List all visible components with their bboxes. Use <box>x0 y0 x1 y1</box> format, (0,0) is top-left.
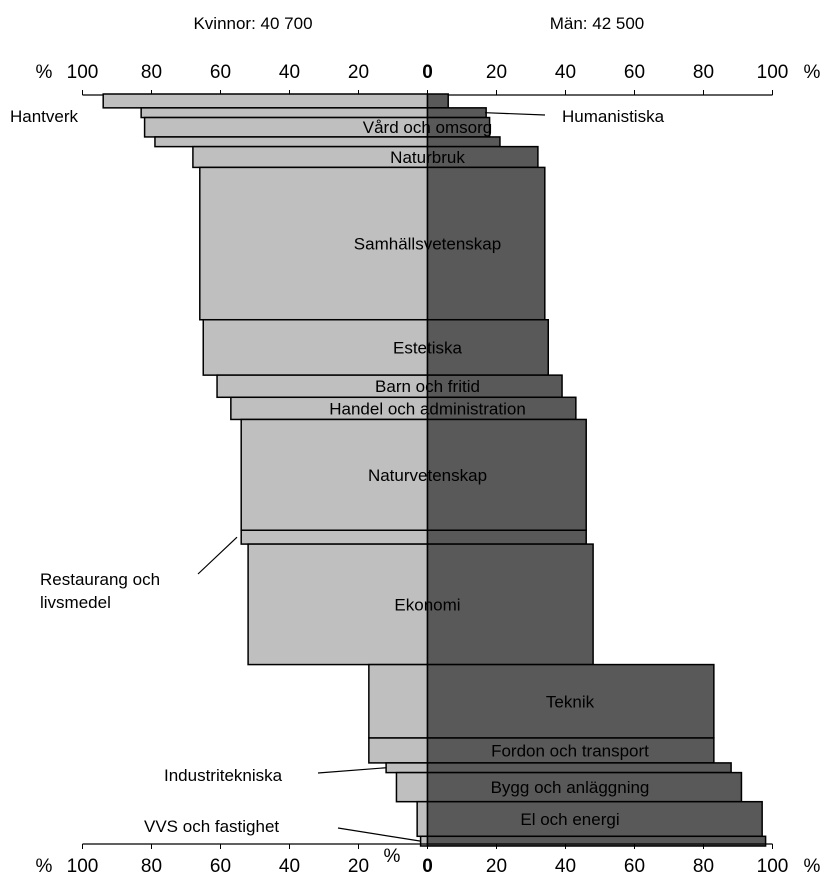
bottom-tick-label-men: 100 <box>757 856 789 877</box>
top-tick-label-zero: 0 <box>422 62 433 83</box>
bar-women <box>385 762 429 774</box>
bar-women <box>102 93 429 109</box>
bar-men <box>426 107 487 119</box>
bar-men <box>426 800 763 838</box>
bottom-tick-label-women: 20 <box>348 856 369 877</box>
bar-label: Handel och administration <box>329 399 526 418</box>
leader-line-humanistiska <box>484 112 546 116</box>
bottom-tick-label-men: 20 <box>486 856 507 877</box>
bottom-tick-label-men: 60 <box>624 856 645 877</box>
bar-men <box>426 543 594 666</box>
bar-women <box>368 737 429 764</box>
bottom-percent-right: % <box>804 856 821 877</box>
top-percent-left: % <box>36 62 53 83</box>
leader-line-industri <box>317 767 387 774</box>
side-label-industritekniska: Industritekniska <box>164 766 283 785</box>
bottom-tick-label-men: 80 <box>693 856 714 877</box>
bar-women <box>240 418 429 531</box>
top-tick-label-women: 20 <box>348 62 369 83</box>
side-label-restaurang-line2: livsmedel <box>40 593 111 612</box>
bar-men <box>426 418 587 531</box>
bar-label: Samhällsvetenskap <box>354 235 501 254</box>
bottom-tick-label-zero: 0 <box>422 856 433 877</box>
bottom-percent-center: % <box>384 846 401 867</box>
side-label-vvs: VVS och fastighet <box>144 817 279 836</box>
bar-label: Naturbruk <box>390 148 465 167</box>
top-tick-label-women: 40 <box>279 62 300 83</box>
labels-group: Vård och omsorg Naturbruk Samhällsvetenska… <box>10 107 665 842</box>
top-tick-label-men: 80 <box>693 62 714 83</box>
bar-men <box>426 737 715 764</box>
top-tick-label-men: 20 <box>486 62 507 83</box>
bottom-tick-label-women: 100 <box>67 856 99 877</box>
bar-men <box>426 663 715 739</box>
bottom-percent-left: % <box>36 856 53 877</box>
leader-line-vvs <box>337 827 421 842</box>
top-tick-label-men: 100 <box>757 62 789 83</box>
side-label-restaurang-line1: Restaurang och <box>40 570 160 589</box>
bar-men <box>426 529 587 545</box>
bottom-tick-label-women: 60 <box>210 856 231 877</box>
bar-label: Bygg och anläggning <box>491 778 650 797</box>
bottom-tick-label-men: 40 <box>555 856 576 877</box>
bar-label: Ekonomi <box>394 595 460 614</box>
side-label-hantverk: Hantverk <box>10 107 79 126</box>
bar-women <box>416 800 429 838</box>
women-total-label: Kvinnor: 40 700 <box>193 14 312 33</box>
side-label-humanistiska: Humanistiska <box>562 107 665 126</box>
bottom-axis: 100 80 60 40 20 0 20 40 60 80 100%%% <box>36 843 821 877</box>
bottom-tick-label-women: 80 <box>141 856 162 877</box>
leader-line-restaurang <box>197 536 238 575</box>
bar-label: Barn och fritid <box>375 377 480 396</box>
bar-men <box>426 166 546 321</box>
bar-men <box>426 762 732 774</box>
bar-women <box>247 543 429 666</box>
bar-label: El och energi <box>520 810 619 829</box>
top-axis: 100 80 60 40 20 0 20 40 60 80 100%% <box>36 62 821 96</box>
bar-men <box>426 835 767 847</box>
bar-men <box>426 318 549 376</box>
bar-women <box>140 107 429 119</box>
bar-women <box>368 663 429 739</box>
top-tick-label-women: 100 <box>67 62 99 83</box>
bar-label: Vård och omsorg <box>363 118 492 137</box>
men-total-label: Män: 42 500 <box>550 14 645 33</box>
top-tick-label-men: 40 <box>555 62 576 83</box>
bottom-tick-label-women: 40 <box>279 856 300 877</box>
bar-label: Estetiska <box>393 338 463 357</box>
bar-label: Naturvetenskap <box>368 466 487 485</box>
top-tick-label-men: 60 <box>624 62 645 83</box>
bar-men <box>426 136 501 148</box>
bars-group <box>102 93 767 847</box>
bar-women <box>240 529 429 545</box>
bar-women <box>154 136 429 148</box>
bar-women <box>199 166 429 321</box>
top-tick-label-women: 80 <box>141 62 162 83</box>
top-tick-label-women: 60 <box>210 62 231 83</box>
bar-label: Fordon och transport <box>491 741 649 760</box>
top-percent-right: % <box>804 62 821 83</box>
bar-label: Teknik <box>546 692 595 711</box>
bar-men <box>426 93 449 109</box>
bar-women <box>395 771 429 803</box>
